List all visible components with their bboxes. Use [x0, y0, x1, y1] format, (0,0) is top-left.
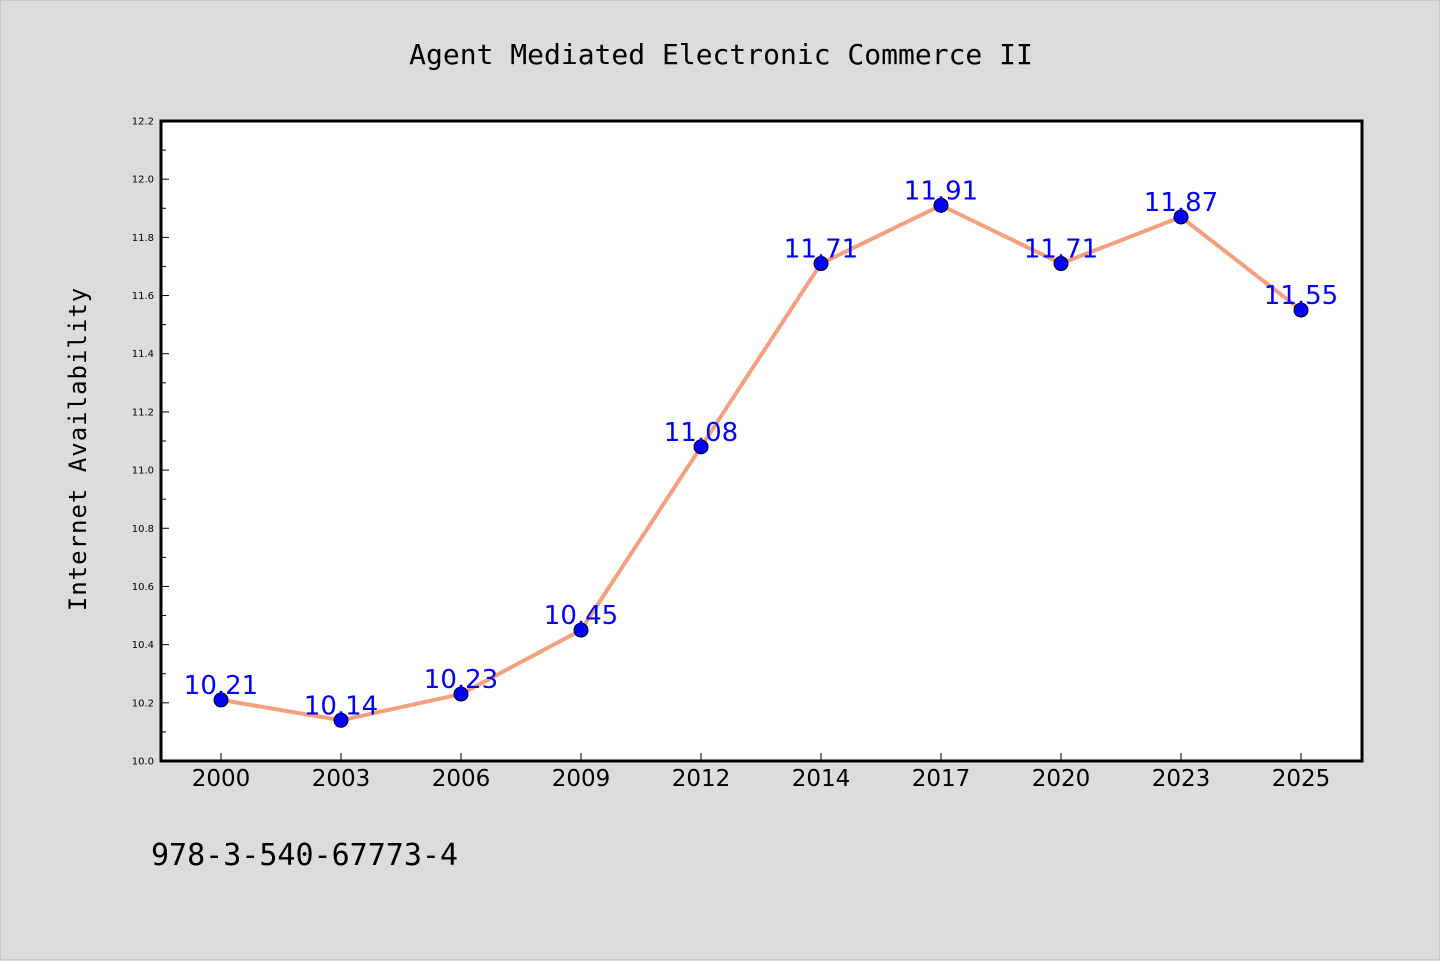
data-point-marker [813, 256, 829, 272]
data-point-marker [333, 712, 349, 728]
y-tick-label: 11.8 [132, 233, 154, 244]
y-tick-label: 11.4 [132, 349, 154, 360]
y-tick-label: 11.6 [132, 291, 154, 302]
y-tick-label: 10.2 [132, 698, 154, 709]
markers-group [213, 197, 1309, 728]
y-axis: 10.0 10.2 10.4 10.6 10.8 11.0 11.2 11.4 11.6 11.8… [132, 117, 169, 768]
data-point-marker [213, 692, 229, 708]
data-label: 11.71 [784, 235, 858, 265]
data-label: 10.23 [424, 665, 498, 695]
x-axis: 2000 2003 2006 2009 2012 2014 2017 2020 2023 2025 [192, 753, 1331, 792]
series-line [219, 203, 1303, 723]
y-tick-label: 12.0 [132, 175, 154, 186]
x-tick-label: 2023 [1152, 766, 1211, 792]
data-point-marker [453, 686, 469, 702]
data-label: 11.71 [1024, 235, 1098, 265]
y-axis-label: Internet Availability [64, 287, 92, 611]
series-line-group [219, 203, 1303, 723]
data-label: 10.14 [304, 691, 378, 721]
data-labels-group: 10.21 10.14 10.23 10.45 11.08 11.71 11.91 11.71… [184, 176, 1338, 721]
x-tick-label: 2000 [192, 766, 251, 792]
x-tick-label: 2014 [792, 766, 851, 792]
x-tick-label: 2017 [912, 766, 971, 792]
x-tick-label: 2003 [312, 766, 371, 792]
x-tick-label: 2012 [672, 766, 731, 792]
data-label: 11.91 [904, 176, 978, 206]
x-tick-label: 2006 [432, 766, 491, 792]
y-tick-label: 11.2 [132, 407, 154, 418]
data-point-marker [1293, 302, 1309, 318]
data-point-marker [1053, 256, 1069, 272]
data-label: 11.87 [1144, 188, 1218, 218]
data-point-marker [693, 439, 709, 455]
y-tick-label: 10.6 [132, 582, 154, 593]
y-tick-label: 11.0 [132, 466, 154, 477]
y-tick-label: 10.8 [132, 524, 154, 535]
data-label: 11.55 [1264, 281, 1338, 311]
data-label: 10.45 [544, 601, 618, 631]
data-point-marker [573, 622, 589, 638]
plot-area [159, 119, 1364, 763]
x-tick-label: 2025 [1272, 766, 1331, 792]
data-label: 10.21 [184, 671, 258, 701]
x-tick-label: 2020 [1032, 766, 1091, 792]
footer-isbn: 978-3-540-67773-4 [151, 838, 458, 873]
chart-title: Agent Mediated Electronic Commerce II [409, 38, 1033, 71]
data-label: 11.08 [664, 418, 738, 448]
y-tick-label: 10.0 [132, 757, 154, 768]
data-point-marker [933, 197, 949, 213]
data-point-marker [1173, 209, 1189, 225]
y-tick-label: 10.4 [132, 640, 154, 651]
x-tick-label: 2009 [552, 766, 611, 792]
y-tick-label: 12.2 [132, 117, 154, 128]
